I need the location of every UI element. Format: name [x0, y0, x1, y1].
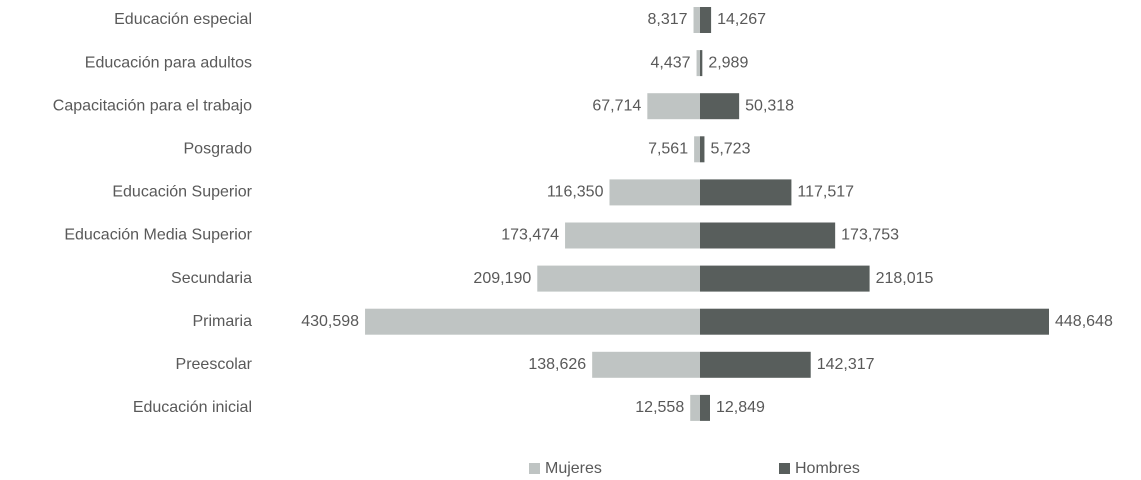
data-label: 138,626: [528, 356, 586, 373]
bar: [700, 179, 792, 206]
data-label: 173,753: [841, 227, 899, 244]
bar: [700, 136, 705, 163]
data-label: 8,317: [647, 11, 687, 28]
bar: [700, 351, 811, 378]
category-label: Educación especial: [114, 11, 252, 28]
data-label: 50,318: [745, 97, 794, 114]
bar: [700, 394, 710, 421]
category-label: Primaria: [192, 313, 252, 330]
legend-label: Mujeres: [545, 460, 602, 477]
data-label: 12,558: [635, 399, 684, 416]
bar: [592, 351, 700, 378]
bar: [700, 7, 712, 33]
data-label: 448,648: [1055, 313, 1113, 330]
data-label: 2,989: [708, 54, 748, 71]
bar: [693, 7, 700, 33]
data-label: 67,714: [592, 97, 641, 114]
data-label: 12,849: [716, 399, 765, 416]
category-label: Educación para adultos: [85, 54, 252, 71]
bar: [365, 308, 700, 335]
data-label: 5,723: [710, 141, 750, 158]
bar: [609, 179, 700, 206]
data-label: 209,190: [473, 270, 531, 287]
data-label: 4,437: [651, 54, 691, 71]
bar: [700, 93, 740, 120]
category-label: Educación Superior: [112, 184, 252, 201]
bar: [700, 222, 836, 249]
data-label: 116,350: [547, 184, 604, 201]
bar: [700, 308, 1049, 335]
data-label: 7,561: [648, 141, 688, 158]
data-label: 14,267: [717, 11, 766, 28]
bar: [696, 50, 700, 77]
legend-label: Hombres: [795, 460, 860, 477]
bar: [647, 93, 700, 120]
category-label: Capacitación para el trabajo: [53, 97, 252, 114]
data-label: 173,474: [501, 227, 559, 244]
category-label: Preescolar: [176, 356, 253, 373]
data-label: 142,317: [817, 356, 875, 373]
bar: [565, 222, 700, 249]
category-label: Educación Media Superior: [64, 227, 252, 244]
legend-swatch: [529, 463, 540, 474]
bar: [690, 394, 700, 421]
bar: [700, 265, 870, 292]
category-label: Educación inicial: [133, 399, 252, 416]
legend-swatch: [779, 463, 790, 474]
data-label: 430,598: [301, 313, 359, 330]
bar: [694, 136, 700, 163]
bar: [537, 265, 700, 292]
category-label: Posgrado: [184, 141, 253, 158]
bar: [700, 50, 703, 77]
data-label: 117,517: [797, 184, 854, 201]
data-label: 218,015: [876, 270, 934, 287]
category-label: Secundaria: [171, 270, 252, 287]
